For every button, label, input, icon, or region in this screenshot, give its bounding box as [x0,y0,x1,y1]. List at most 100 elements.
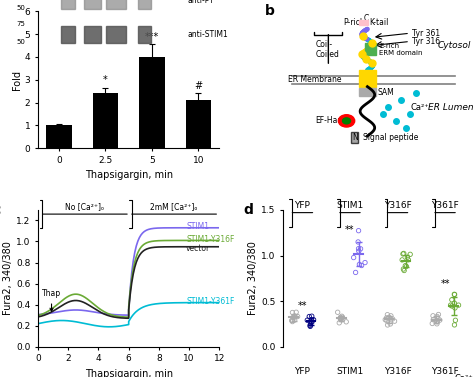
Point [308,317,315,323]
Text: Thap: Thap [42,290,61,311]
Text: SAM: SAM [377,87,394,97]
Point [306,323,314,329]
Point [288,317,295,323]
Text: anti-PY: anti-PY [187,0,214,5]
Point [455,302,462,308]
STIM1-Y316F [43,310,48,315]
Text: Tyr 361: Tyr 361 [412,29,440,38]
Point [306,322,314,328]
Text: ER Membrane: ER Membrane [289,75,342,84]
STIM1-Y316F [47,308,53,312]
STIM1-Y361F [47,319,53,323]
Point [451,300,458,306]
Point [336,320,343,326]
STIM1 [35,312,41,317]
Point [406,251,414,257]
Point [307,321,314,327]
Point [289,319,296,325]
STIM1 [43,311,48,316]
Point [433,313,441,319]
vector [64,300,70,305]
Point [447,302,455,308]
Bar [106,0,126,9]
Circle shape [343,118,350,124]
Point [338,313,346,319]
Bar [61,26,75,43]
Bar [365,43,375,55]
Text: *: * [103,75,108,86]
Y-axis label: Fura2, 340/380: Fura2, 340/380 [3,241,13,315]
Line: STIM1: STIM1 [38,228,219,315]
Point [303,317,311,323]
Point [433,318,441,324]
Point [294,314,301,320]
vector [126,316,131,320]
Point [389,316,396,322]
vector [217,245,222,249]
STIM1-Y361F [106,325,112,329]
Point [292,309,300,315]
Point [451,305,459,311]
Y-axis label: Fold: Fold [12,70,22,90]
Text: STIM1: STIM1 [337,201,364,210]
Point [448,297,456,303]
Point [361,259,369,265]
Text: Signal peptide: Signal peptide [363,133,418,142]
Point [399,251,407,257]
Point [308,319,316,325]
Point [291,317,299,323]
Point [290,314,297,320]
Point [428,320,436,326]
Text: EF-Hand: EF-Hand [316,116,348,126]
Point [334,309,341,315]
Point [433,321,441,327]
Point [358,262,365,268]
STIM1-Y316F [35,313,41,318]
STIM1-Y361F [155,301,161,306]
Bar [61,0,75,9]
Point [307,319,315,325]
Text: b: b [265,5,275,18]
Text: anti-STIM1: anti-STIM1 [187,30,228,39]
Bar [138,26,151,43]
Text: d: d [243,203,253,217]
Bar [139,57,164,148]
Point [337,316,345,322]
Point [391,318,398,324]
Text: Tyr 316: Tyr 316 [412,37,440,46]
Point [452,317,459,323]
Point [400,266,407,272]
STIM1-Y361F [35,322,41,326]
vector [97,310,102,314]
Text: C: C [364,14,369,23]
STIM1 [155,226,161,230]
Bar [84,0,100,9]
vector [35,315,41,319]
Text: Cytosol: Cytosol [438,41,471,50]
Point [338,314,346,320]
Point [310,317,318,323]
Text: STIM1: STIM1 [186,222,209,231]
STIM1 [64,308,70,313]
Text: P-rich: P-rich [343,18,365,27]
Point [387,313,395,319]
Text: Ca²⁺: Ca²⁺ [410,103,429,112]
Bar [92,93,118,148]
Point [451,291,458,297]
Point [387,321,394,327]
Point [433,319,441,325]
Text: Y361F: Y361F [431,367,459,376]
Text: **: ** [440,279,450,290]
Point [338,317,346,323]
Text: Ca²⁺: Ca²⁺ [455,374,473,377]
Point [436,317,444,323]
vector [155,245,161,249]
Text: vector: vector [186,244,210,253]
X-axis label: Thapsigargin, min: Thapsigargin, min [85,170,173,181]
Point [434,315,442,321]
Bar [359,88,375,96]
Text: STIM1: STIM1 [337,367,364,376]
vector [204,245,210,249]
STIM1-Y361F [43,320,48,324]
STIM1-Y361F [64,319,70,323]
